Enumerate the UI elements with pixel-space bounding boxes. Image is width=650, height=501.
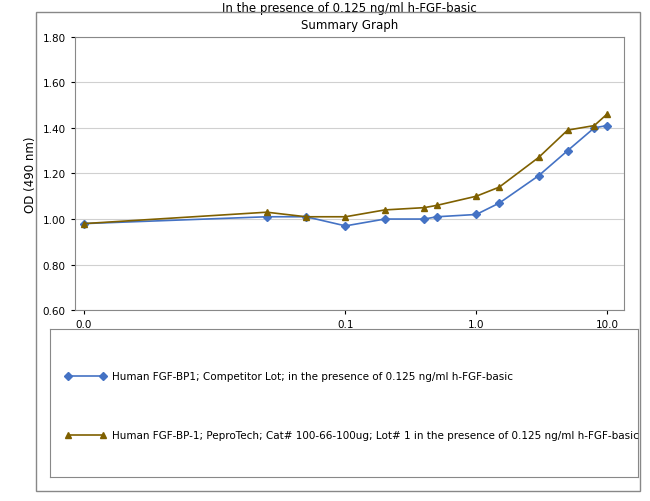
Human FGF-BP-1; PeproTech; Cat# 100-66-100ug; Lot# 1 in the presence of 0.125 ng/ml h-FGF-basic	[603, 112, 611, 118]
Human FGF-BP1; Competitor Lot; in the presence of 0.125 ng/ml h-FGF-basic	[302, 214, 310, 220]
X-axis label: Human FGF-BP-1 (ug/ml) [log scale]: Human FGF-BP-1 (ug/ml) [log scale]	[231, 335, 468, 348]
Text: Human FGF-BP-1; PeproTech; Cat# 100-66-100ug; Lot# 1 in the presence of 0.125 ng: Human FGF-BP-1; PeproTech; Cat# 100-66-1…	[112, 430, 639, 440]
Human FGF-BP-1; PeproTech; Cat# 100-66-100ug; Lot# 1 in the presence of 0.125 ng/ml h-FGF-basic	[80, 221, 88, 227]
Human FGF-BP1; Competitor Lot; in the presence of 0.125 ng/ml h-FGF-basic	[564, 148, 571, 154]
Human FGF-BP-1; PeproTech; Cat# 100-66-100ug; Lot# 1 in the presence of 0.125 ng/ml h-FGF-basic	[302, 214, 310, 220]
Human FGF-BP-1; PeproTech; Cat# 100-66-100ug; Lot# 1 in the presence of 0.125 ng/ml h-FGF-basic	[381, 207, 389, 213]
Human FGF-BP1; Competitor Lot; in the presence of 0.125 ng/ml h-FGF-basic	[603, 123, 611, 129]
Title: Cell Proliferation Assay for Human FGF-BP-1 using 3T3 cells
In the presence of 0: Cell Proliferation Assay for Human FGF-B…	[174, 0, 525, 32]
Human FGF-BP-1; PeproTech; Cat# 100-66-100ug; Lot# 1 in the presence of 0.125 ng/ml h-FGF-basic	[433, 203, 441, 209]
Human FGF-BP1; Competitor Lot; in the presence of 0.125 ng/ml h-FGF-basic	[473, 212, 480, 218]
Human FGF-BP1; Competitor Lot; in the presence of 0.125 ng/ml h-FGF-basic	[421, 216, 428, 222]
Human FGF-BP-1; PeproTech; Cat# 100-66-100ug; Lot# 1 in the presence of 0.125 ng/ml h-FGF-basic	[590, 123, 598, 129]
Human FGF-BP-1; PeproTech; Cat# 100-66-100ug; Lot# 1 in the presence of 0.125 ng/ml h-FGF-basic	[421, 205, 428, 211]
Human FGF-BP1; Competitor Lot; in the presence of 0.125 ng/ml h-FGF-basic	[381, 216, 389, 222]
Y-axis label: OD (490 nm): OD (490 nm)	[24, 136, 37, 212]
Human FGF-BP-1; PeproTech; Cat# 100-66-100ug; Lot# 1 in the presence of 0.125 ng/ml h-FGF-basic	[341, 214, 349, 220]
Human FGF-BP-1; PeproTech; Cat# 100-66-100ug; Lot# 1 in the presence of 0.125 ng/ml h-FGF-basic	[564, 128, 571, 134]
Human FGF-BP-1; PeproTech; Cat# 100-66-100ug; Lot# 1 in the presence of 0.125 ng/ml h-FGF-basic	[473, 194, 480, 200]
Human FGF-BP1; Competitor Lot; in the presence of 0.125 ng/ml h-FGF-basic	[535, 173, 543, 179]
Line: Human FGF-BP-1; PeproTech; Cat# 100-66-100ug; Lot# 1 in the presence of 0.125 ng/ml h-FGF-basic: Human FGF-BP-1; PeproTech; Cat# 100-66-1…	[81, 111, 610, 227]
Human FGF-BP1; Competitor Lot; in the presence of 0.125 ng/ml h-FGF-basic	[263, 214, 270, 220]
Text: Human FGF-BP1; Competitor Lot; in the presence of 0.125 ng/ml h-FGF-basic: Human FGF-BP1; Competitor Lot; in the pr…	[112, 371, 513, 381]
Human FGF-BP-1; PeproTech; Cat# 100-66-100ug; Lot# 1 in the presence of 0.125 ng/ml h-FGF-basic	[535, 155, 543, 161]
Human FGF-BP1; Competitor Lot; in the presence of 0.125 ng/ml h-FGF-basic	[495, 201, 503, 207]
Human FGF-BP1; Competitor Lot; in the presence of 0.125 ng/ml h-FGF-basic	[80, 221, 88, 227]
Line: Human FGF-BP1; Competitor Lot; in the presence of 0.125 ng/ml h-FGF-basic: Human FGF-BP1; Competitor Lot; in the pr…	[81, 124, 610, 229]
Human FGF-BP1; Competitor Lot; in the presence of 0.125 ng/ml h-FGF-basic	[590, 126, 598, 132]
Human FGF-BP1; Competitor Lot; in the presence of 0.125 ng/ml h-FGF-basic	[433, 214, 441, 220]
Human FGF-BP1; Competitor Lot; in the presence of 0.125 ng/ml h-FGF-basic	[341, 223, 349, 229]
Human FGF-BP-1; PeproTech; Cat# 100-66-100ug; Lot# 1 in the presence of 0.125 ng/ml h-FGF-basic	[495, 185, 503, 191]
Human FGF-BP-1; PeproTech; Cat# 100-66-100ug; Lot# 1 in the presence of 0.125 ng/ml h-FGF-basic	[263, 210, 270, 216]
